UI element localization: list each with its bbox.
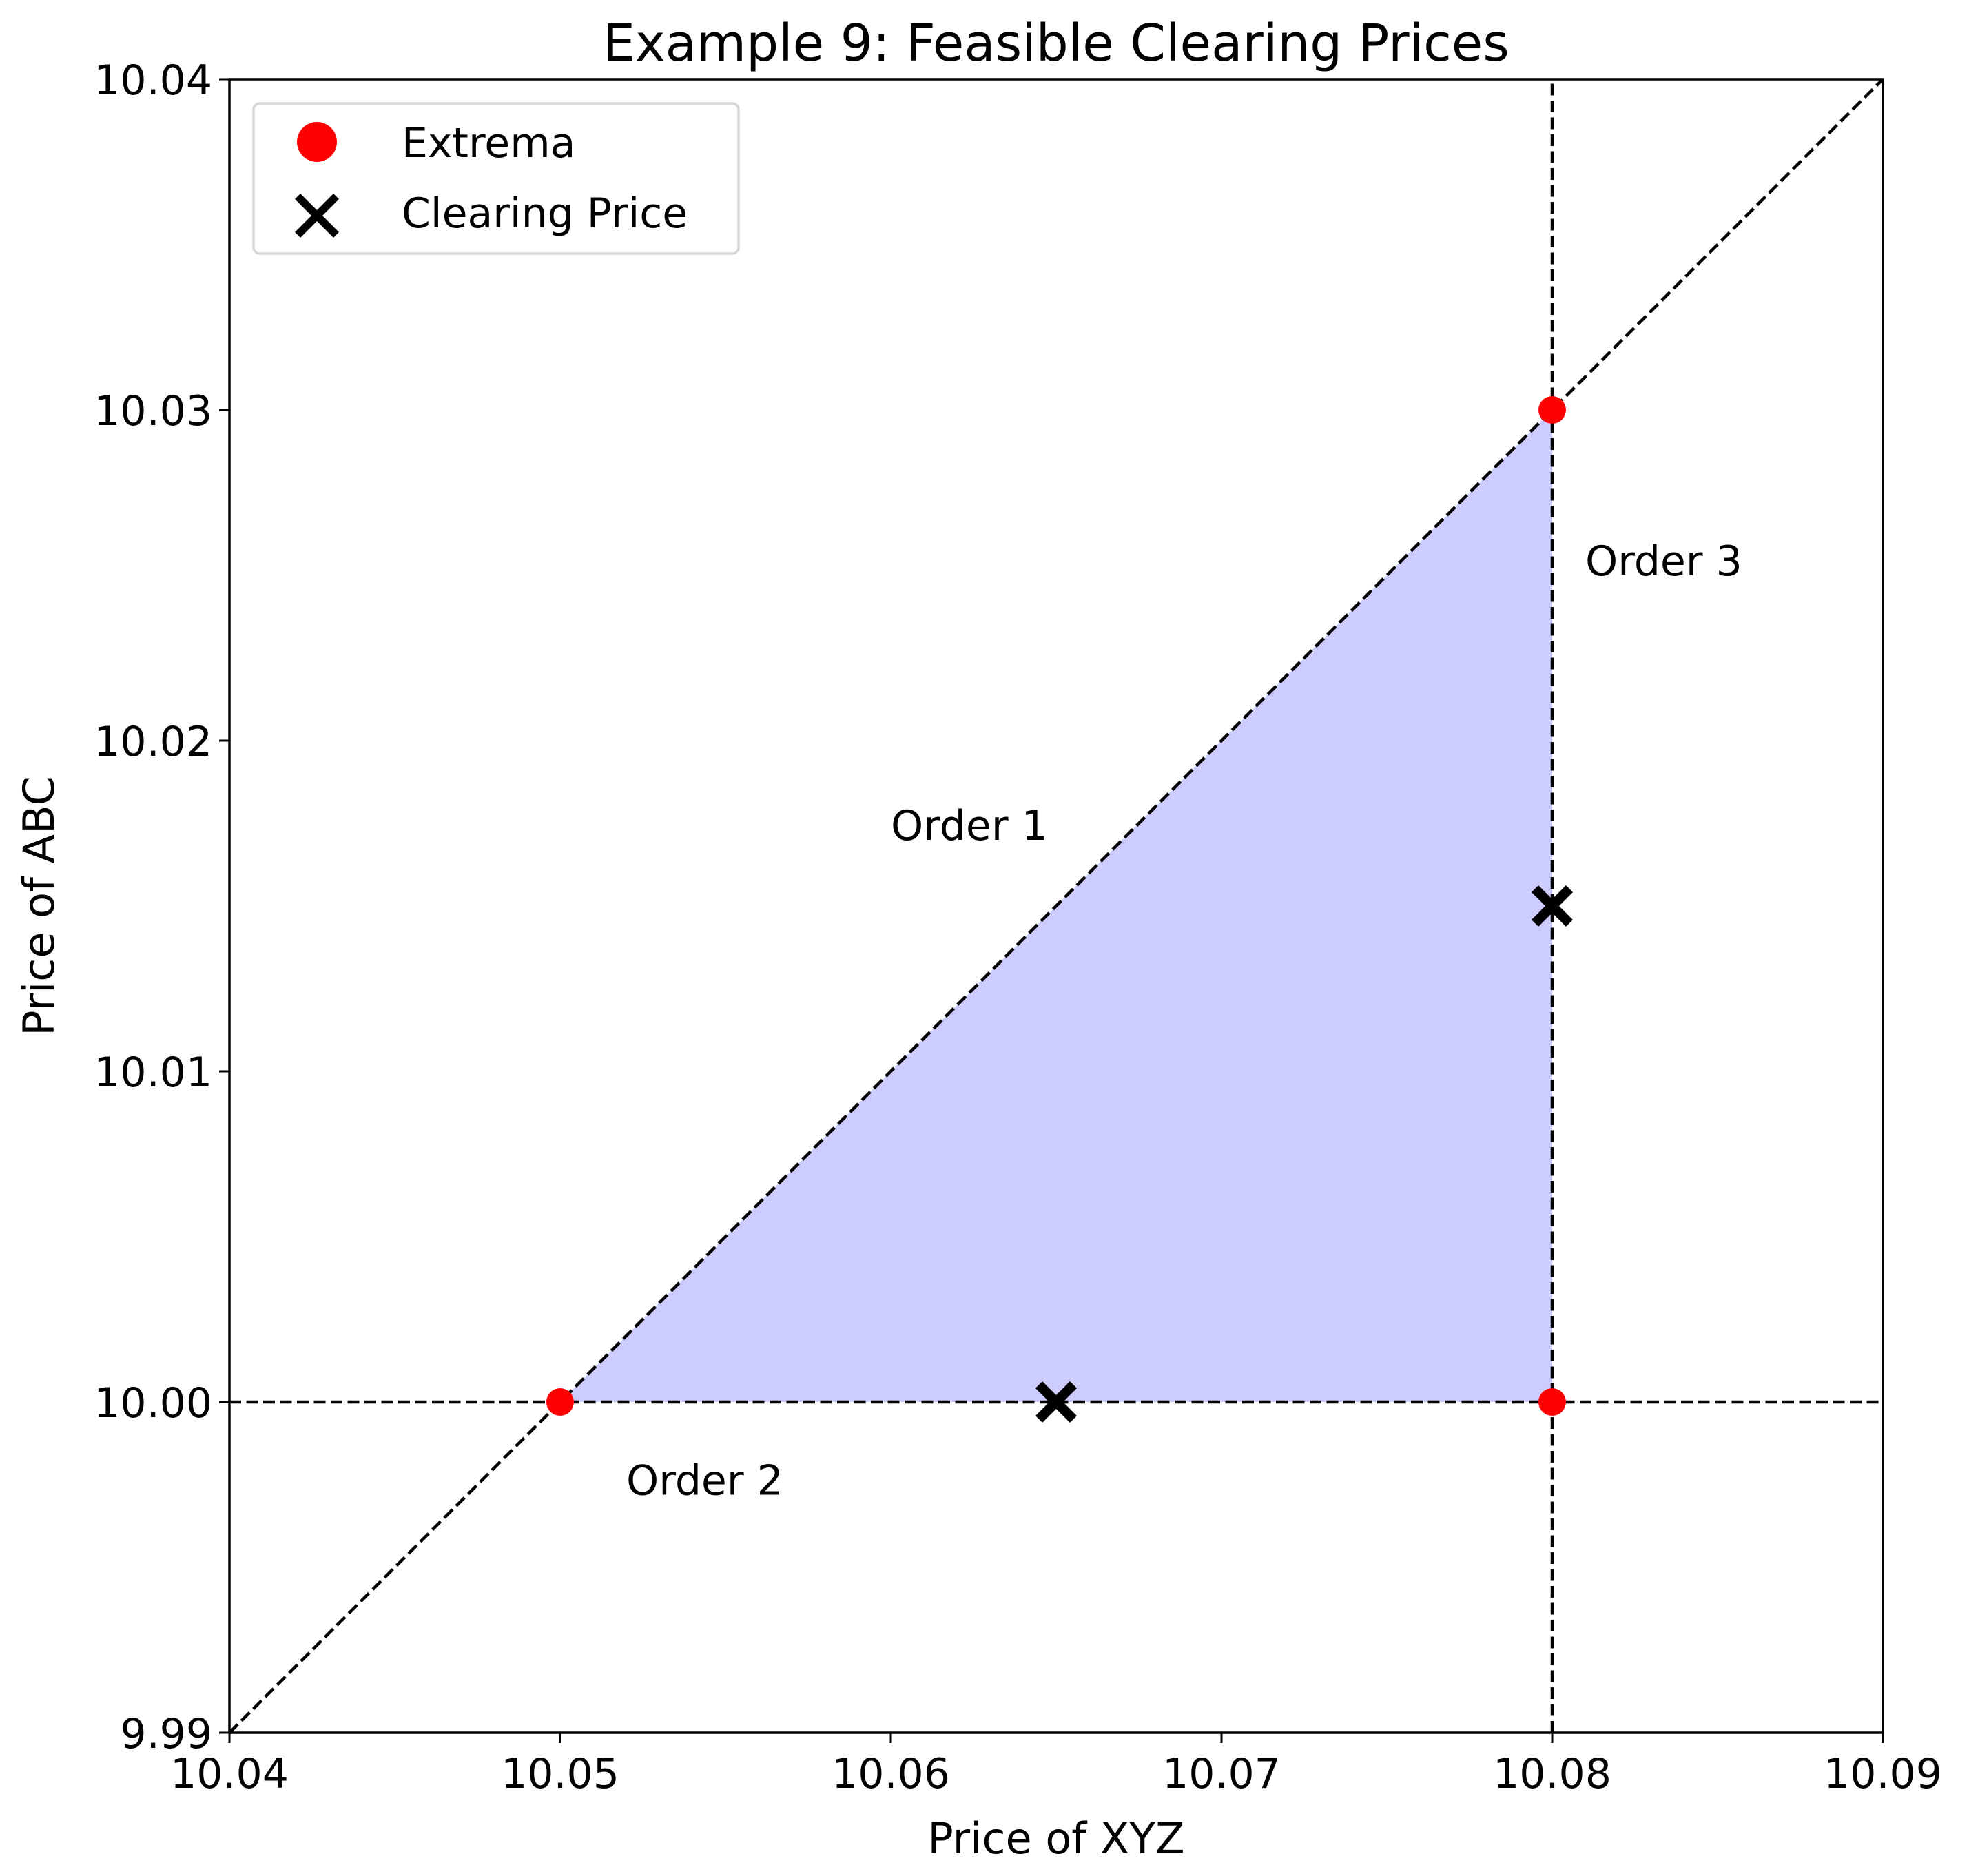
y-tick-label: 9.99 <box>120 1710 212 1758</box>
y-tick-label: 10.03 <box>94 387 212 435</box>
extrema-point <box>1538 396 1566 424</box>
legend-extrema-label: Extrema <box>402 119 575 167</box>
clearing-price-point <box>1532 885 1573 927</box>
x-tick-label: 10.04 <box>170 1750 289 1798</box>
extrema-point <box>1538 1388 1566 1416</box>
axes-frame <box>228 78 1884 1734</box>
x-tick-label: 10.08 <box>1493 1750 1611 1798</box>
axis-ticks: 10.04 10.05 10.06 10.07 10.08 10.09 9.99 10.00 1… <box>94 56 1942 1798</box>
y-tick-label: 10.00 <box>94 1379 212 1427</box>
y-tick-label: 10.02 <box>94 718 212 766</box>
x-axis-label: Price of XYZ <box>927 1813 1184 1864</box>
x-tick-label: 10.06 <box>832 1750 950 1798</box>
x-tick-label: 10.05 <box>501 1750 619 1798</box>
legend: Extrema Clearing Price <box>252 102 740 255</box>
order-label-2: Order 2 <box>626 1456 783 1505</box>
order-line-1 <box>228 78 1884 1734</box>
legend-box <box>252 102 740 255</box>
x-tick-label: 10.07 <box>1162 1750 1281 1798</box>
order-label-1: Order 1 <box>891 802 1048 850</box>
legend-extrema-marker <box>297 122 337 162</box>
legend-clearing-price-label: Clearing Price <box>402 189 688 238</box>
plot-area: Order 1 Order 2 Order 3 <box>228 78 1884 1734</box>
extrema-point <box>546 1388 574 1416</box>
x-tick-label: 10.09 <box>1824 1750 1942 1798</box>
chart-title: Example 9: Feasible Clearing Prices <box>603 14 1509 73</box>
y-axis-label: Price of ABC <box>14 776 64 1036</box>
legend-clearing-price-marker <box>295 194 339 238</box>
y-tick-label: 10.01 <box>94 1049 212 1097</box>
order-label-3: Order 3 <box>1585 537 1742 586</box>
y-tick-label: 10.04 <box>94 56 212 105</box>
clearing-price-point <box>1035 1381 1077 1423</box>
